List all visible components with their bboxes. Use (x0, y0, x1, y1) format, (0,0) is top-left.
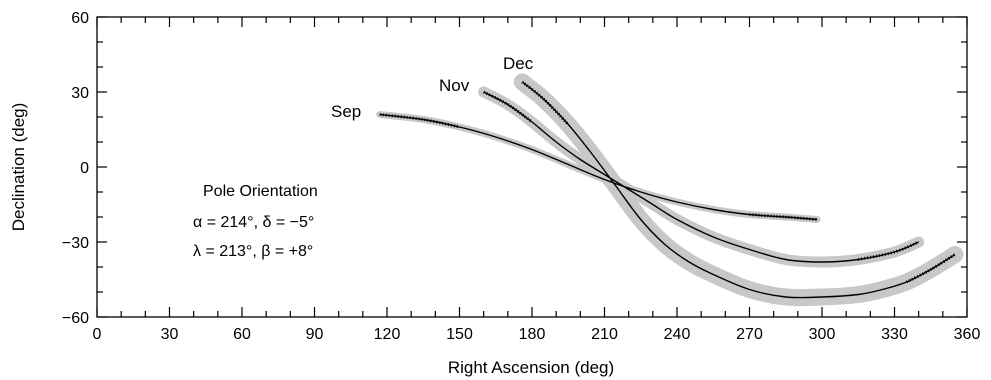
series-label-dec: Dec (503, 54, 534, 73)
y-tick-label: 0 (80, 160, 89, 177)
x-tick-label: 240 (664, 326, 691, 343)
series-label-nov: Nov (439, 76, 470, 95)
y-tick-label: 60 (71, 10, 89, 27)
annotation-heading: Pole Orientation (203, 183, 318, 200)
dotted-start-sep (379, 113, 460, 129)
dotted-end-nov (858, 240, 920, 261)
dotted-start-dec (521, 80, 570, 126)
dotted-end-dec (905, 253, 956, 284)
pole-orientation-annotation: Pole Orientation α = 214°, δ = −5° λ = 2… (193, 183, 318, 260)
x-tick-label: 0 (93, 326, 102, 343)
dotted-end-sep (749, 213, 818, 221)
x-tick-label: 300 (809, 326, 836, 343)
x-axis-title: Right Ascension (deg) (448, 358, 614, 377)
x-tick-label: 360 (954, 326, 981, 343)
x-tick-label: 270 (736, 326, 763, 343)
x-tick-label: 150 (446, 326, 473, 343)
y-tick-label: 30 (71, 85, 89, 102)
x-tick-label: 210 (591, 326, 618, 343)
series-lines (379, 80, 956, 299)
uncertainty-bands (376, 73, 964, 307)
band-dec (513, 73, 964, 307)
x-tick-label: 60 (233, 326, 251, 343)
x-tick-label: 90 (306, 326, 324, 343)
x-tick-label: 180 (519, 326, 546, 343)
x-tick-label: 30 (161, 326, 179, 343)
y-axis-title: Declination (deg) (9, 103, 28, 232)
annotation-line-2: λ = 213°, β = +8° (193, 243, 313, 260)
band-nov (478, 86, 925, 268)
x-tick-label: 330 (881, 326, 908, 343)
y-tick-label: −60 (62, 310, 89, 327)
x-axis-ticks: 0 30 60 90 120 150 180 210 240 270 300 330 360 (93, 17, 981, 343)
y-axis-ticks: −60 −30 0 30 60 (62, 10, 967, 327)
series-label-sep: Sep (331, 102, 361, 121)
dotted-start-nov (483, 90, 533, 124)
annotation-line-1: α = 214°, δ = −5° (193, 214, 314, 231)
y-tick-label: −30 (62, 235, 89, 252)
line-dec (521, 81, 956, 299)
line-nov (483, 91, 919, 263)
x-tick-label: 120 (374, 326, 401, 343)
